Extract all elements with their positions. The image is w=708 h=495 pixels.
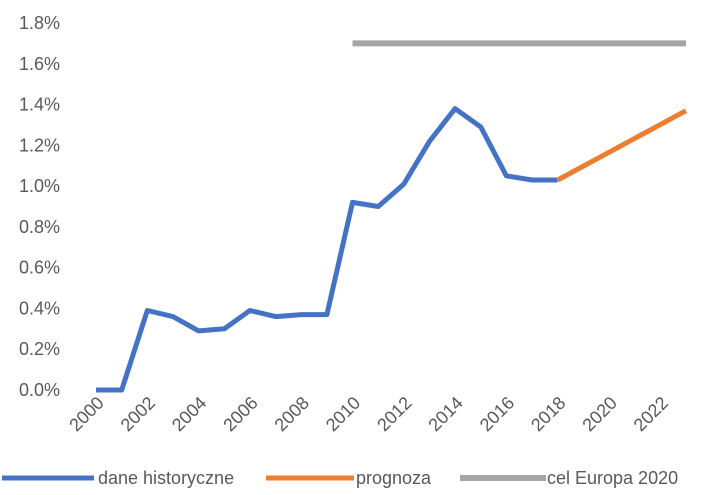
x-tick-label: 2006 — [219, 393, 261, 435]
legend-label: prognoza — [356, 468, 432, 488]
x-tick-label: 2018 — [527, 393, 569, 435]
y-tick-label: 0.0% — [19, 380, 60, 400]
x-tick-label: 2008 — [271, 393, 313, 435]
legend: dane historyczne prognoza cel Europa 2020 — [2, 468, 678, 488]
x-tick-label: 2020 — [578, 393, 620, 435]
legend-label: dane historyczne — [98, 468, 234, 488]
x-tick-label: 2010 — [322, 393, 364, 435]
y-tick-label: 0.2% — [19, 339, 60, 359]
x-tick-label: 2016 — [476, 393, 518, 435]
x-tick-label: 2000 — [65, 393, 107, 435]
y-axis-tick-labels: 0.0% 0.2% 0.4% 0.6% 0.8% 1.0% 1.2% 1.4% 1.6% 1.8% — [19, 13, 60, 400]
legend-label: cel Europa 2020 — [547, 468, 678, 488]
y-tick-label: 0.6% — [19, 258, 60, 278]
x-axis-tick-labels: 2000 2002 2004 2006 2008 2010 2012 2014 2016 2018… — [65, 393, 672, 435]
y-tick-label: 1.4% — [19, 95, 60, 115]
y-tick-label: 1.6% — [19, 54, 60, 74]
x-tick-label: 2014 — [424, 393, 466, 435]
y-tick-label: 0.4% — [19, 298, 60, 318]
y-tick-label: 1.2% — [19, 135, 60, 155]
x-tick-label: 2012 — [373, 393, 415, 435]
series-line-dane-historyczne — [96, 106, 558, 393]
x-tick-label: 2004 — [168, 393, 210, 435]
y-tick-label: 1.8% — [19, 13, 60, 33]
y-tick-label: 1.0% — [19, 176, 60, 196]
x-tick-label: 2022 — [630, 393, 672, 435]
y-tick-label: 0.8% — [19, 217, 60, 237]
x-tick-label: 2002 — [117, 393, 159, 435]
series-layer — [96, 40, 688, 393]
series-line-prognoza — [556, 108, 688, 183]
